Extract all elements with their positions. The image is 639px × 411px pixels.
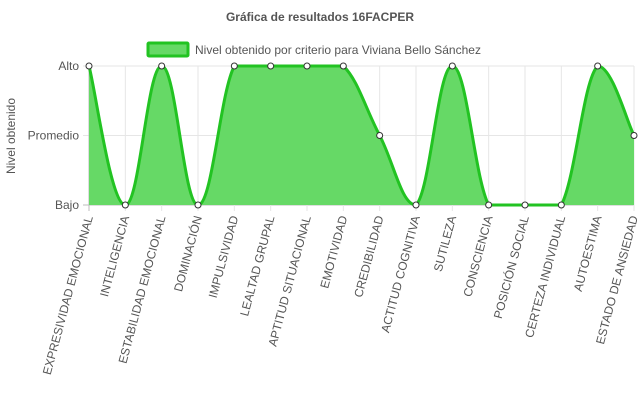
x-tick-label: EXPRESIVIDAD EMOCIONAL bbox=[40, 214, 96, 376]
data-point bbox=[158, 62, 166, 70]
x-tick-label: INTELIGENCIA bbox=[97, 214, 132, 298]
x-tick-label: EMOTIVIDAD bbox=[317, 214, 350, 290]
data-point bbox=[121, 201, 129, 209]
data-point bbox=[85, 62, 93, 70]
data-points bbox=[85, 62, 638, 209]
data-point bbox=[230, 62, 238, 70]
y-tick-label: Alto bbox=[58, 59, 79, 73]
chart-title: Gráfica de resultados 16FACPER bbox=[226, 10, 414, 24]
data-point bbox=[630, 132, 638, 139]
data-point bbox=[448, 62, 456, 70]
x-tick-label: CONSCIENCIA bbox=[460, 214, 495, 298]
x-tick-label: POSICIÓN SOCIAL bbox=[490, 214, 532, 321]
legend: Nivel obtenido por criterio para Viviana… bbox=[146, 41, 481, 58]
data-point bbox=[412, 201, 420, 209]
x-tick-label: CREDIBILIDAD bbox=[351, 214, 386, 299]
x-tick-label: LEALTAD GRUPAL bbox=[237, 214, 277, 318]
data-point bbox=[194, 201, 202, 209]
x-tick-label: ACTITUD COGNITIVA bbox=[378, 214, 423, 334]
data-point bbox=[267, 62, 275, 70]
data-point bbox=[303, 62, 311, 70]
y-tick-label: Bajo bbox=[55, 198, 79, 212]
y-axis-ticks: Bajo Promedio Alto bbox=[28, 59, 80, 212]
x-axis-ticks: EXPRESIVIDAD EMOCIONAL INTELIGENCIAESTABI… bbox=[40, 214, 639, 377]
data-point bbox=[557, 201, 565, 209]
x-tick-label: DOMINACIÓN bbox=[170, 214, 205, 293]
y-axis-title: Nivel obtenido bbox=[4, 98, 18, 174]
data-point bbox=[594, 62, 602, 70]
data-point bbox=[485, 201, 493, 209]
x-tick-label: SUTILEZA bbox=[431, 214, 459, 273]
legend-swatch bbox=[146, 41, 190, 58]
data-point bbox=[376, 132, 384, 139]
data-point bbox=[521, 201, 529, 209]
x-tick-label: AUTOESTIMA bbox=[571, 214, 605, 293]
y-tick-label: Promedio bbox=[28, 129, 80, 143]
legend-label: Nivel obtenido por criterio para Viviana… bbox=[195, 43, 481, 57]
data-point bbox=[339, 62, 347, 70]
x-tick-label: IMPULSIVIDAD bbox=[206, 214, 242, 300]
x-tick-label: CERTEZA INDIVIDUAL bbox=[522, 214, 568, 339]
